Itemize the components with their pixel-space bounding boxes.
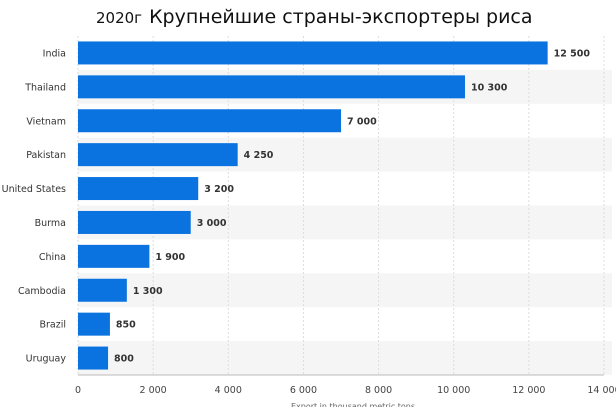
row-band [78,341,612,375]
bar-thailand [78,75,465,99]
category-label: Pakistan [26,150,66,161]
value-label: 1 300 [133,286,163,297]
value-label: 800 [114,354,134,365]
row-band [78,273,612,308]
value-label: 4 250 [244,150,274,161]
value-label: 1 900 [155,252,185,263]
bar-united-states [78,177,199,201]
x-tick-label: 14 000 [587,385,616,396]
category-label: Burma [35,218,66,229]
value-label: 3 200 [204,184,234,195]
bar-uruguay [78,346,109,370]
x-tick-label: 0 [75,385,81,396]
category-label: Cambodia [18,286,66,297]
value-label: 10 300 [471,82,508,93]
category-label: India [43,48,66,59]
x-tick-label: 8 000 [365,385,392,396]
bar-vietnam [78,109,341,133]
category-label: China [39,252,66,263]
x-tick-label: 10 000 [437,385,470,396]
bar-pakistan [78,143,238,167]
value-label: 7 000 [347,116,377,127]
bar-cambodia [78,278,127,302]
category-label: Brazil [39,320,66,331]
x-tick-label: 6 000 [290,385,317,396]
chart-title-year: 2020г [96,9,143,27]
bar-china [78,244,150,268]
bar-india [78,41,548,65]
value-label: 12 500 [554,48,591,59]
chart-title: 2020г Крупнейшие страны-экспортеры риса [96,6,616,28]
category-label: Vietnam [26,116,66,127]
bar-burma [78,210,191,234]
value-label: 850 [116,320,136,331]
x-tick-label: 12 000 [512,385,545,396]
category-label: United States [2,184,66,195]
category-label: Uruguay [26,354,67,365]
value-label: 3 000 [197,218,227,229]
x-tick-label: 4 000 [215,385,242,396]
chart-title-text: Крупнейшие страны-экспортеры риса [149,6,533,28]
category-label: Thailand [24,82,66,93]
x-tick-label: 2 000 [140,385,167,396]
bar-brazil [78,312,110,336]
x-axis-title: Export in thousand metric tons [291,402,415,407]
